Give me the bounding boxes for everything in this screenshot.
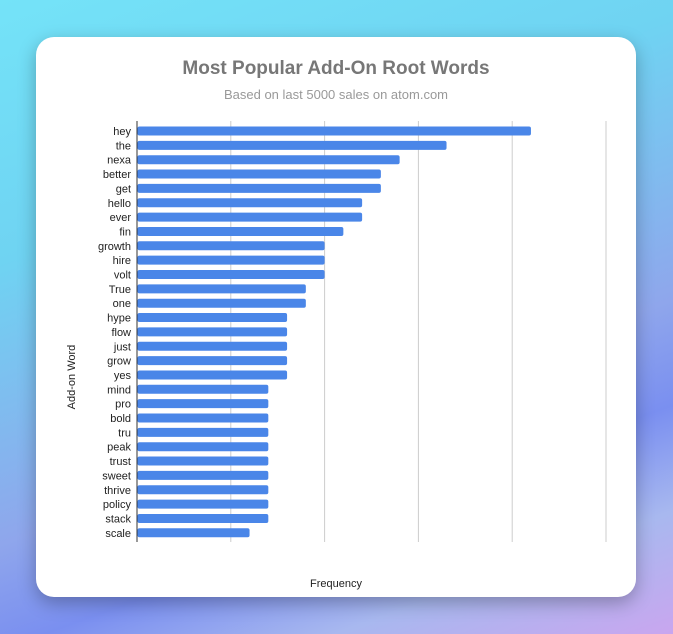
category-label-mind: mind <box>107 384 131 396</box>
bar-nexa <box>137 155 400 165</box>
category-label-stack: stack <box>105 513 131 525</box>
bar-get <box>137 183 381 193</box>
category-label-sweet: sweet <box>102 470 131 482</box>
category-label-one: one <box>113 298 131 310</box>
category-label-growth: growth <box>98 241 131 253</box>
category-label-just: just <box>113 341 131 353</box>
bar-flow <box>137 327 288 337</box>
category-label-nexa: nexa <box>107 155 132 167</box>
category-label-tru: tru <box>118 427 131 439</box>
bar-stack <box>137 513 269 523</box>
bar-yes <box>137 370 288 380</box>
bar-just <box>137 341 288 351</box>
bar-bold <box>137 413 269 423</box>
bar-mind <box>137 384 269 394</box>
bar-policy <box>137 499 269 509</box>
category-label-policy: policy <box>103 499 132 511</box>
category-label-thrive: thrive <box>104 485 131 497</box>
category-label-hype: hype <box>107 313 131 325</box>
bar-pro <box>137 399 269 409</box>
category-label-yes: yes <box>114 370 132 382</box>
bar-volt <box>137 270 325 279</box>
bar-hey <box>137 126 531 136</box>
x-axis-label: Frequency <box>310 578 362 590</box>
category-label-hire: hire <box>113 255 131 267</box>
bar-the <box>137 140 447 150</box>
chart-title: Most Popular Add-On Root Words <box>182 58 490 79</box>
category-label-ever: ever <box>110 212 132 224</box>
category-label-true: True <box>109 284 131 296</box>
category-label-the: the <box>116 140 131 152</box>
chart-card: Most Popular Add-On Root Words Based on … <box>36 37 636 597</box>
bars <box>137 126 531 538</box>
category-label-scale: scale <box>105 528 131 540</box>
category-label-grow: grow <box>107 356 131 368</box>
category-label-volt: volt <box>114 270 131 282</box>
category-label-bold: bold <box>110 413 131 425</box>
category-label-pro: pro <box>115 399 131 411</box>
bar-thrive <box>137 485 269 495</box>
bar-one <box>137 298 306 308</box>
bar-scale <box>137 528 250 538</box>
bar-grow <box>137 356 288 366</box>
bar-growth <box>137 241 325 251</box>
bar-true <box>137 284 306 294</box>
bar-ever <box>137 212 363 222</box>
bar-peak <box>137 442 269 452</box>
category-label-flow: flow <box>111 327 131 339</box>
bar-hire <box>137 255 325 265</box>
bar-fin <box>137 226 344 236</box>
category-label-get: get <box>116 183 131 195</box>
category-label-hello: hello <box>108 198 131 210</box>
bar-sweet <box>137 470 269 480</box>
category-label-peak: peak <box>107 442 131 454</box>
bar-chart-plot: hey the nexa better get hello ever fin growth hir… <box>98 121 607 542</box>
chart-subtitle: Based on last 5000 sales on atom.com <box>223 87 449 102</box>
bar-hype <box>137 313 288 323</box>
category-label-hey: hey <box>113 126 131 138</box>
category-labels: hey the nexa better get hello ever fin growth hir… <box>98 126 132 540</box>
category-label-trust: trust <box>110 456 131 468</box>
category-label-fin: fin <box>119 226 131 238</box>
bar-better <box>137 169 381 179</box>
bar-tru <box>137 427 269 437</box>
bar-trust <box>137 456 269 466</box>
bar-hello <box>137 198 363 208</box>
category-label-better: better <box>103 169 131 181</box>
